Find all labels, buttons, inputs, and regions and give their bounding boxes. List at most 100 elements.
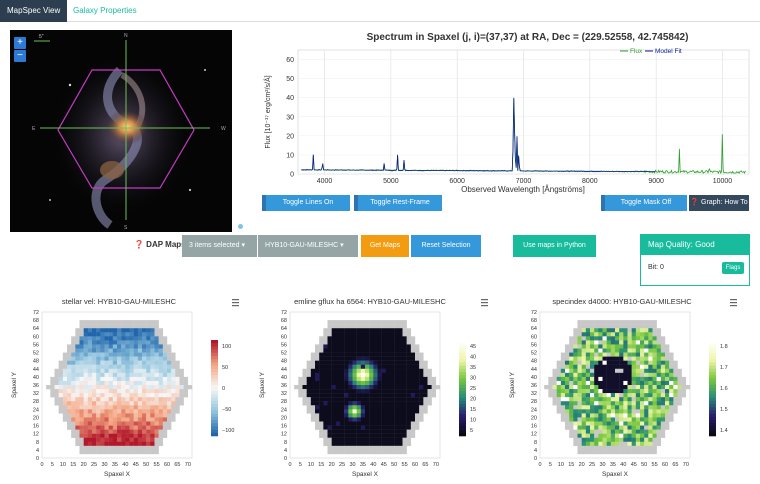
map-xtick: 50 (143, 462, 149, 468)
map-xtick: 5 (299, 462, 302, 468)
tab-galaxy-properties[interactable]: Galaxy Properties (73, 6, 137, 15)
galaxy-image[interactable]: 5" N S E W (10, 30, 232, 232)
menu-icon[interactable] (232, 299, 239, 307)
map-xtick: 10 (60, 462, 66, 468)
colorbar-segment (459, 432, 466, 437)
colorbar-segment (211, 394, 218, 398)
colorbar-segment (459, 423, 466, 427)
map-ytick: 32 (281, 391, 287, 397)
menu-icon[interactable] (481, 299, 488, 307)
colorbar-segment (709, 368, 716, 373)
colorbar-segment (211, 365, 218, 370)
colorbar-segment (709, 381, 716, 386)
colorbar-segment (709, 378, 716, 382)
colorbar-tick: 35 (470, 365, 476, 371)
colorbar-segment (459, 391, 466, 395)
map-ytick: 72 (531, 310, 537, 316)
map-xlabel: Spaxel X (602, 471, 629, 478)
spectrum-xtick: 4000 (317, 178, 333, 185)
colorbar-segment (709, 423, 716, 427)
map-ytick: 36 (531, 383, 537, 389)
spectrum-xlabel: Observed Wavelength [Ångströms] (461, 185, 585, 194)
colorbar-segment (459, 356, 466, 360)
reset-selection-button[interactable]: Reset Selection (411, 235, 481, 257)
map-ytick: 44 (33, 367, 39, 373)
colorbar-segment (459, 404, 466, 408)
compass-e: E (32, 126, 36, 132)
map-xtick: 70 (185, 462, 191, 468)
spectrum-chart[interactable]: 0 10 20 30 40 50 60 4000 5000 6000 7000 8000 9000 10… (258, 42, 758, 196)
colorbar-tick: 1.6 (720, 386, 728, 392)
map-xtick: 25 (91, 462, 97, 468)
colorbar-tick: 40 (470, 355, 476, 361)
colorbar-segment (211, 375, 218, 379)
colorbar-segment (211, 368, 218, 373)
toggle-mask-button[interactable]: Toggle Mask Off (601, 195, 687, 211)
colorbar-tick: 1.7 (720, 365, 728, 371)
map-quality-panel: Map Quality: Good Bit: 0 Flags (640, 234, 750, 286)
dap-bintype-select[interactable]: HYB10-GAU-MILESHC ▾ (258, 235, 358, 257)
tab-mapspec-view[interactable]: MapSpec View (0, 0, 68, 22)
map-xtick: 0 (40, 462, 43, 468)
use-maps-python-button[interactable]: Use maps in Python (513, 235, 596, 257)
menu-icon[interactable] (730, 299, 737, 307)
colorbar-segment (709, 407, 716, 411)
colorbar-segment (459, 359, 466, 363)
map-xtick: 15 (568, 462, 574, 468)
colorbar-segment (459, 410, 466, 414)
map-panel-specindex-d4000[interactable]: specindex d4000: HYB10-GAU-MILESHC 0 5 10 1… (504, 292, 750, 482)
map-ytick: 64 (531, 326, 537, 332)
map-xtick: 20 (329, 462, 335, 468)
colorbar-tick: 100 (222, 344, 231, 350)
colorbar-segment (211, 391, 218, 395)
map-xtick: 40 (620, 462, 626, 468)
colorbar-segment (709, 394, 716, 398)
map-ytick: 32 (33, 391, 39, 397)
map-ytick: 16 (531, 424, 537, 430)
colorbar-segment (211, 410, 218, 414)
colorbar-segment (211, 359, 218, 363)
colorbar-segment (211, 423, 218, 427)
map-ytick: 56 (281, 342, 287, 348)
colorbar-segment (709, 349, 716, 354)
colorbar-tick: 50 (222, 365, 228, 371)
dap-items-select[interactable]: 3 items selected ▾ (182, 235, 257, 257)
map-xtick: 30 (101, 462, 107, 468)
spectrum-ytick: 10 (286, 152, 294, 159)
zoom-out-button[interactable]: − (14, 50, 26, 62)
flags-button[interactable]: Flags (722, 262, 744, 274)
map-ytick: 4 (534, 448, 537, 454)
colorbar-segment (709, 388, 716, 392)
colorbar-segment (459, 375, 466, 379)
map-ytick: 8 (36, 440, 39, 446)
colorbar-segment (709, 356, 716, 360)
map-xtick: 60 (164, 462, 170, 468)
graph-howto-button[interactable]: ❓ Graph: How To (689, 195, 749, 211)
map-ytick: 28 (281, 399, 287, 405)
colorbar-segment (459, 426, 466, 430)
map-quality-title: Map Quality: Good (641, 235, 749, 255)
get-maps-button[interactable]: Get Maps (361, 235, 409, 257)
colorbar-segment (709, 397, 716, 402)
toggle-rest-frame-button[interactable]: Toggle Rest-Frame (354, 195, 442, 211)
toggle-lines-button[interactable]: Toggle Lines On (262, 195, 350, 211)
map-ytick: 24 (531, 407, 537, 413)
zoom-in-button[interactable]: + (14, 37, 26, 49)
map-ytick: 44 (531, 367, 537, 373)
map-ylabel: Spaxel Y (11, 371, 18, 398)
map-xlabel: Spaxel X (352, 471, 379, 478)
map-panel-emline-gflux[interactable]: emline gflux ha 6564: HYB10-GAU-MILESHC … (254, 292, 500, 482)
colorbar-segment (211, 352, 218, 357)
colorbar-tick: 1.8 (720, 344, 728, 350)
colorbar-segment (459, 429, 466, 434)
map-ytick: 56 (531, 342, 537, 348)
colorbar-segment (211, 356, 218, 360)
map-panel-stellar-vel[interactable]: stellar vel: HYB10-GAU-MILESHC 0 5 10 15 20 2… (6, 292, 252, 482)
colorbar-segment (459, 352, 466, 357)
colorbar-segment (709, 404, 716, 408)
colorbar-tick: 45 (470, 344, 476, 350)
spectrum-title: Spectrum in Spaxel (j, i)=(37,37) at RA,… (366, 32, 689, 43)
map-xtick: 35 (360, 462, 366, 468)
map-ytick: 28 (33, 399, 39, 405)
colorbar-segment (211, 346, 218, 350)
